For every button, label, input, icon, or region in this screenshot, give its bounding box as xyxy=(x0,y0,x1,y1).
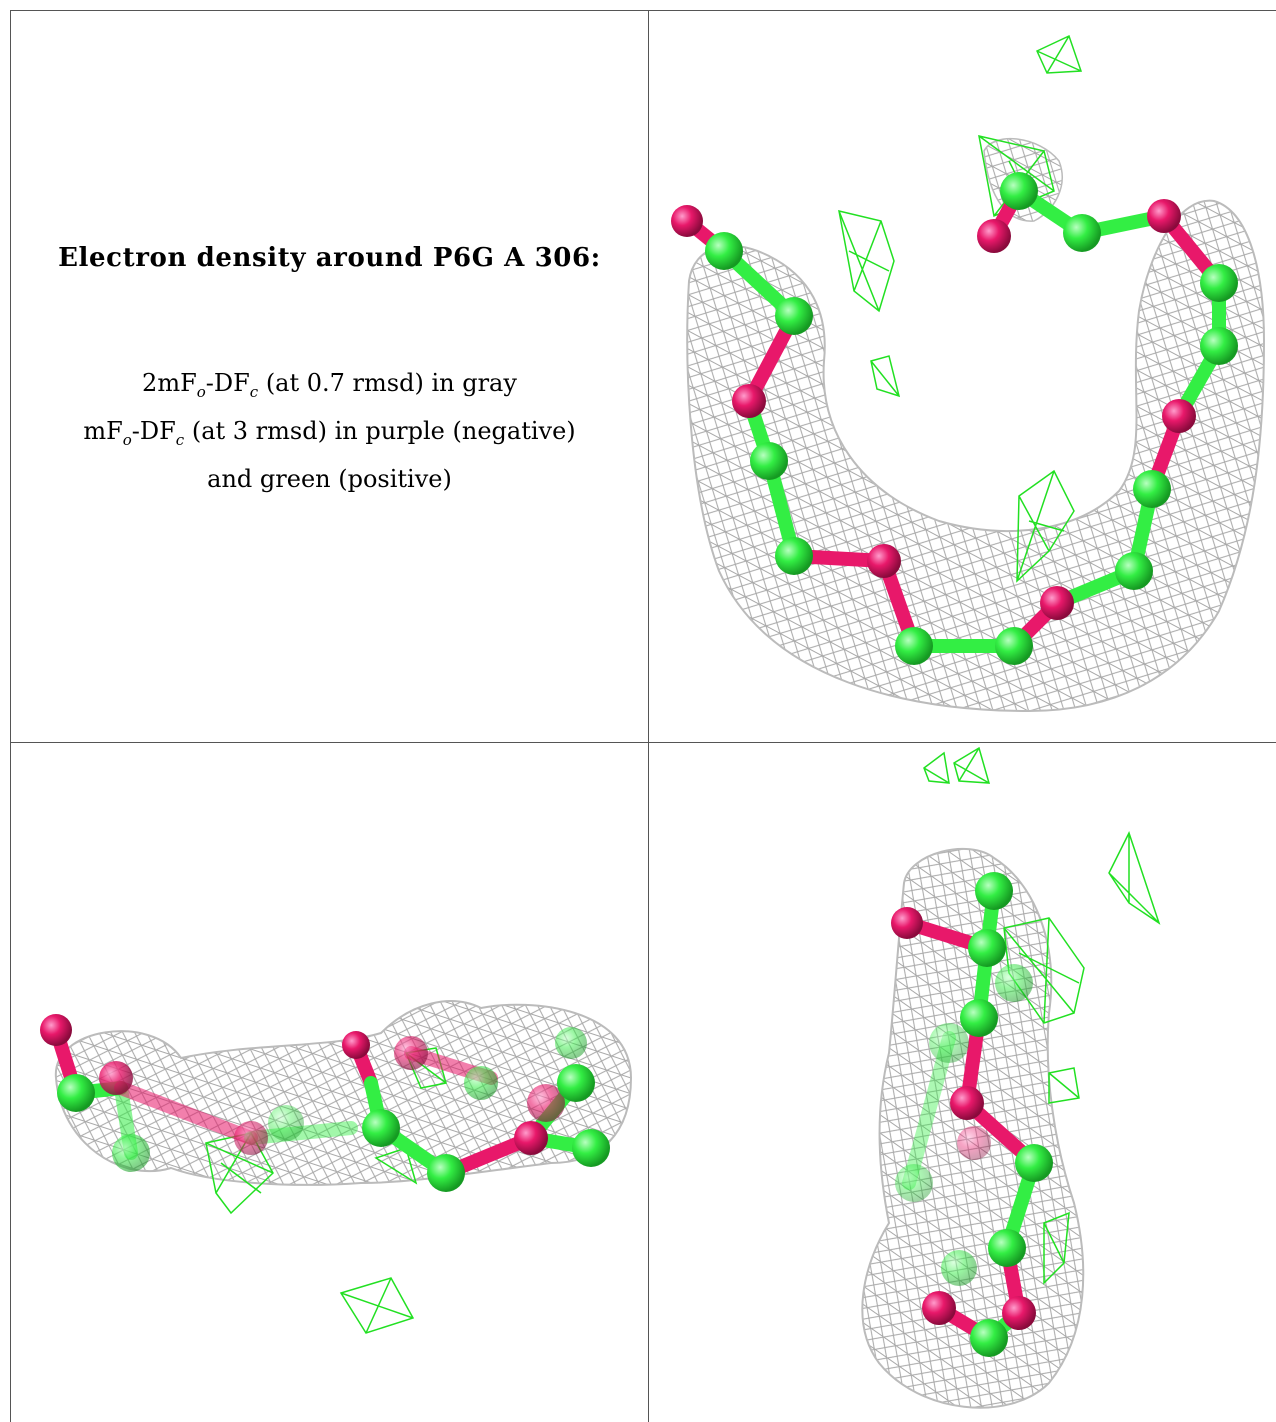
legend-line-fofc: mFo-DFc (at 3 rmsd) in purple (negative) xyxy=(83,416,576,449)
figure-title: Electron density around P6G A 306: xyxy=(58,243,601,273)
grid-divider-horizontal xyxy=(10,742,1276,743)
atoms xyxy=(891,872,1053,1357)
atoms xyxy=(671,172,1238,665)
legend-line-2fofc: 2mFo-DFc (at 0.7 rmsd) in gray xyxy=(142,369,517,401)
mesh-fofc-positive xyxy=(923,746,1161,1285)
molecule-render-2 xyxy=(40,1000,633,1334)
grid-divider-vertical xyxy=(648,10,649,1422)
figure-frame xyxy=(10,10,1276,1422)
legend-text: 2mFo-DFc (at 0.7 rmsd) in gray mFo-DFc (… xyxy=(11,364,648,499)
density-view-bottom-left xyxy=(11,743,648,1422)
caption-panel: Electron density around P6G A 306: 2mFo-… xyxy=(11,11,648,742)
legend-line-positive: and green (positive) xyxy=(207,464,452,493)
density-view-top-right xyxy=(649,11,1276,742)
mesh-fofc-positive xyxy=(838,34,1083,583)
molecule-render-1 xyxy=(671,34,1266,713)
density-view-bottom-right xyxy=(649,743,1276,1422)
atoms xyxy=(40,1014,610,1192)
mesh-2fofc xyxy=(54,1000,633,1186)
molecule-render-3 xyxy=(861,746,1161,1409)
